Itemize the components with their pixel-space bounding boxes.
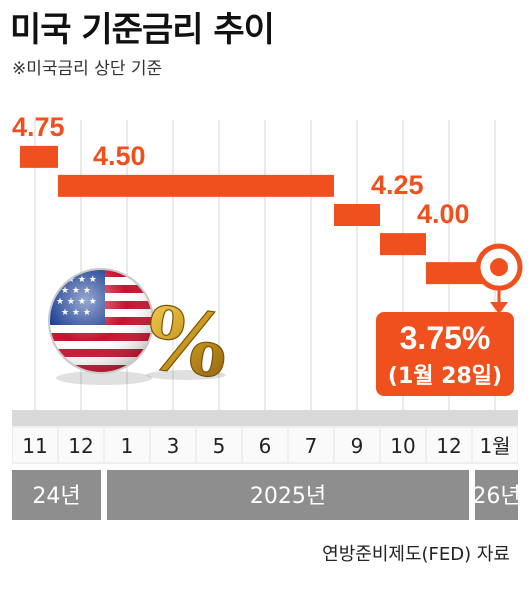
tick-label: 1월 xyxy=(479,434,510,458)
tick-cell xyxy=(427,428,471,462)
tick-cell xyxy=(13,428,57,462)
tick-label: 6 xyxy=(259,434,272,458)
step-label: 4.75 xyxy=(12,112,65,142)
tick-label: 12 xyxy=(68,434,93,458)
highlight-note: (1월 28일) xyxy=(388,364,502,389)
tick-cell xyxy=(335,428,379,462)
highlight-value: 3.75% xyxy=(400,320,491,356)
tick-cell xyxy=(151,428,195,462)
tick-cell xyxy=(105,428,149,462)
page-title: 미국 기준금리 추이 xyxy=(10,10,275,50)
year-band xyxy=(107,470,469,520)
step-label: 4.00 xyxy=(417,199,470,229)
tick-label: 10 xyxy=(390,434,415,458)
tick-label: 9 xyxy=(351,434,364,458)
source-note: 연방준비제도(FED) 자료 xyxy=(322,544,510,565)
tick-label: 3 xyxy=(167,434,180,458)
year-label: 26년 xyxy=(472,484,520,509)
tick-label: 7 xyxy=(305,434,318,458)
tick-cell xyxy=(243,428,287,462)
tick-label: 12 xyxy=(436,434,461,458)
rate-callout: 3.75% (1월 28일) xyxy=(376,243,523,396)
year-band xyxy=(12,470,101,520)
us-flag-ball-icon: ★ ★ ★ ★ ★ ★ ★ ★ ★ ★ ★ ★ ★ ★ xyxy=(48,268,154,385)
callout-box xyxy=(376,312,514,396)
percent-icon: % xyxy=(139,286,235,399)
year-label: 2025년 xyxy=(250,484,326,509)
svg-text:%: % xyxy=(140,287,235,398)
tick-label: 5 xyxy=(213,434,226,458)
year-label: 24년 xyxy=(32,484,80,509)
tick-cell xyxy=(381,428,425,462)
page-subtitle: ※미국금리 상단 기준 xyxy=(12,59,163,79)
step-label: 4.50 xyxy=(93,141,146,171)
callout-pointer xyxy=(490,302,508,314)
highlight-dot xyxy=(490,258,508,277)
year-band xyxy=(475,470,518,520)
step-band xyxy=(20,145,495,285)
rate-step-band xyxy=(20,145,495,285)
tick-cell xyxy=(197,428,241,462)
tick-label: 1 xyxy=(121,434,134,458)
tick-cell xyxy=(289,428,333,462)
step-labels: 4.75 4.50 4.254.00 xyxy=(12,112,470,229)
axis-top-strip xyxy=(12,410,518,426)
tick-label: 11 xyxy=(22,434,47,458)
step-label: 4.25 xyxy=(371,170,424,200)
tick-cell xyxy=(473,428,517,462)
tick-cell xyxy=(59,428,103,462)
